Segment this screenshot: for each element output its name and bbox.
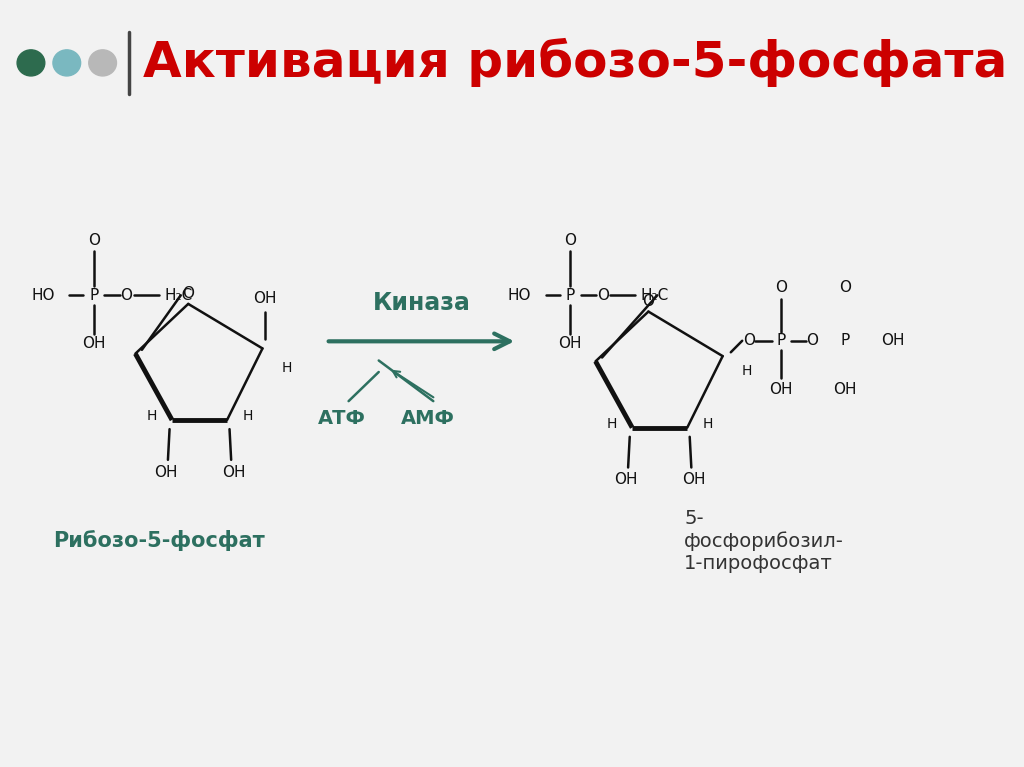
Text: OH: OH [154,465,177,479]
Text: OH: OH [770,382,793,397]
Text: P: P [841,334,850,348]
Text: Киназа: Киназа [373,291,471,315]
Text: O: O [597,288,608,303]
Text: HO: HO [508,288,531,303]
Text: HO: HO [31,288,54,303]
Text: H: H [606,416,617,431]
Text: O: O [88,232,99,248]
Text: H: H [742,364,753,378]
Text: АТФ: АТФ [318,409,366,427]
Text: H₂C: H₂C [641,288,670,303]
Text: O: O [564,232,577,248]
Text: O: O [182,286,195,301]
Circle shape [17,50,45,76]
Text: P: P [89,288,98,303]
Text: АМФ: АМФ [400,409,455,427]
Text: H₂C: H₂C [165,288,193,303]
Text: 5-
фосфорибозил-
1-пирофосфат: 5- фосфорибозил- 1-пирофосфат [684,509,844,573]
Text: H: H [702,416,713,431]
Text: O: O [642,294,654,309]
Text: OH: OH [253,291,276,306]
Text: O: O [775,280,787,295]
Text: OH: OH [558,336,582,351]
Text: Активация рибозо-5-фосфата: Активация рибозо-5-фосфата [142,38,1007,87]
Text: O: O [120,288,132,303]
Text: OH: OH [82,336,105,351]
Text: O: O [839,280,851,295]
Text: OH: OH [222,465,246,479]
Circle shape [53,50,81,76]
Text: H: H [146,409,157,423]
Text: H: H [282,360,292,374]
Text: OH: OH [682,472,706,487]
Text: O: O [806,334,818,348]
Text: P: P [565,288,574,303]
Text: P: P [776,334,786,348]
Circle shape [89,50,117,76]
Text: H: H [243,409,253,423]
Text: OH: OH [882,334,905,348]
Text: OH: OH [834,382,857,397]
Text: O: O [742,334,755,348]
Text: OH: OH [614,472,637,487]
Text: Рибозо-5-фосфат: Рибозо-5-фосфат [53,530,264,551]
